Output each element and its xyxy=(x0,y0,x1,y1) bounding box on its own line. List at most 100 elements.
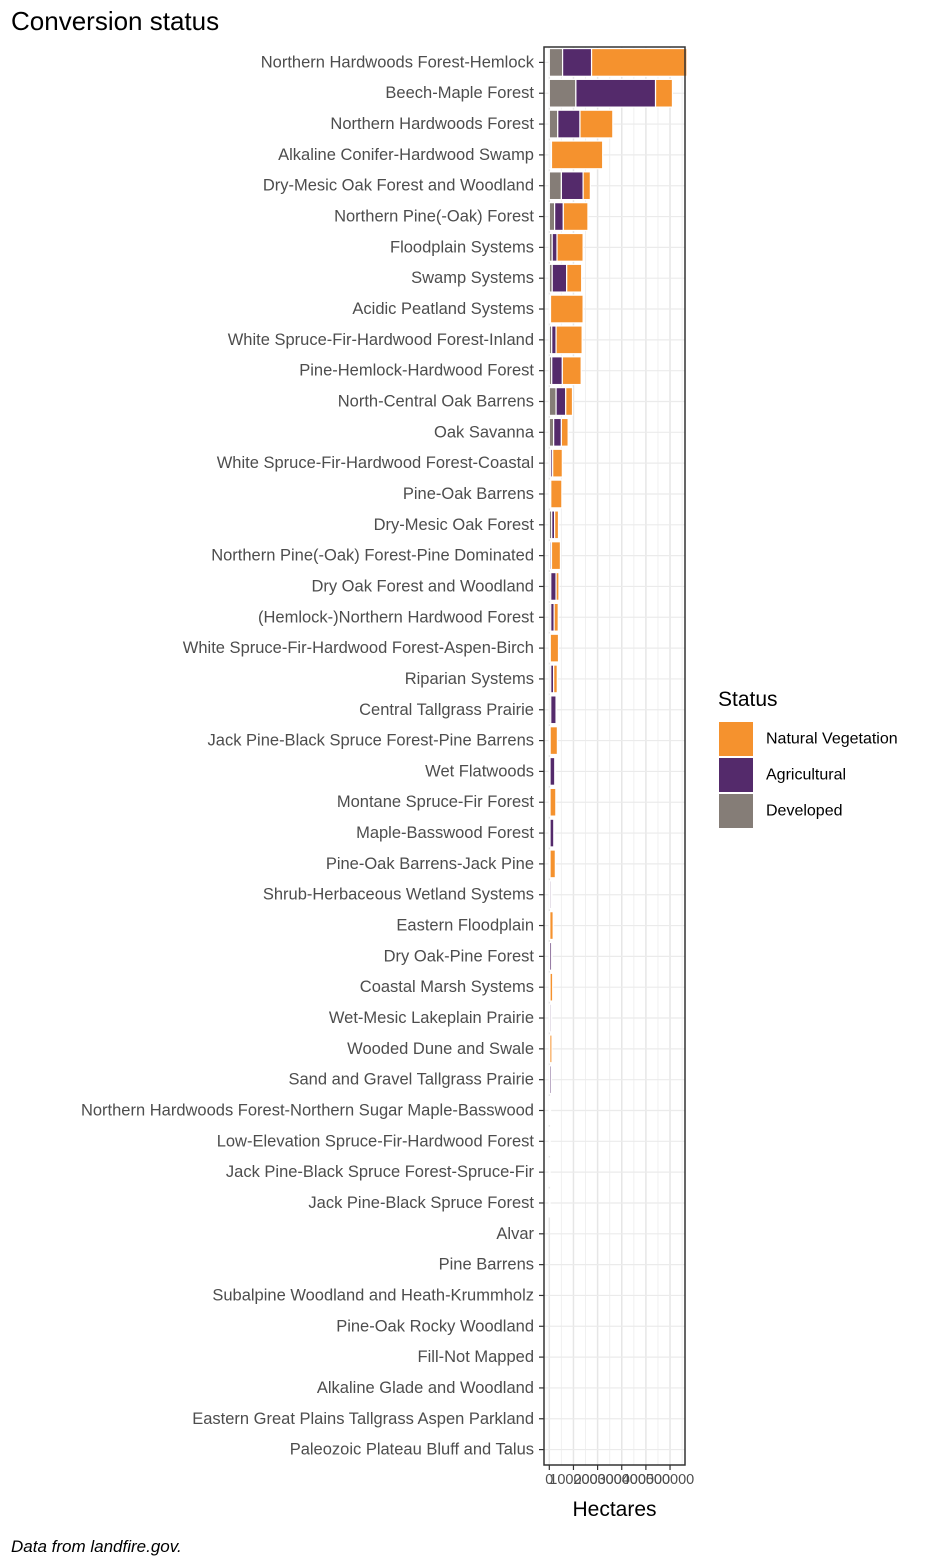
chart-title: Conversion status xyxy=(11,6,220,36)
category-label: Northern Hardwoods Forest-Hemlock xyxy=(261,53,535,71)
category-label: Dry Oak Forest and Woodland xyxy=(311,577,534,595)
bar-segment xyxy=(548,47,564,77)
bar-segment xyxy=(565,387,574,416)
legend: Status Natural Vegetation Agricultural Dev… xyxy=(718,688,898,828)
bar-segment xyxy=(553,602,559,632)
bar-segment xyxy=(549,972,554,1002)
category-label: Wet-Mesic Lakeplain Prairie xyxy=(329,1009,534,1027)
bar-segment xyxy=(550,880,553,910)
category-label: White Spruce-Fir-Hardwood Forest-Coastal xyxy=(217,454,534,472)
bar-segment xyxy=(548,417,555,447)
bar-segment xyxy=(548,1157,551,1187)
x-tick-label: 100000 xyxy=(549,1472,597,1488)
category-labels: Northern Hardwoods Forest-Hemlock Beech-M… xyxy=(81,53,544,1459)
bar-segment xyxy=(549,294,584,324)
bar-segment xyxy=(562,202,589,232)
bar-segment xyxy=(550,541,562,571)
bar-segment xyxy=(549,1034,553,1064)
category-label: Shrub-Herbaceous Wetland Systems xyxy=(263,886,534,904)
category-label: Pine-Oak Barrens-Jack Pine xyxy=(326,855,534,873)
bar-segment xyxy=(548,1126,551,1156)
legend-label: Agricultural xyxy=(766,767,846,784)
bar-segment xyxy=(590,47,688,77)
bar-segment xyxy=(554,756,557,786)
category-label: Alkaline Glade and Woodland xyxy=(317,1379,534,1397)
bar-segment xyxy=(551,325,557,355)
bar-segment xyxy=(561,47,593,77)
category-label: Northern Hardwoods Forest-Northern Sugar… xyxy=(81,1102,534,1120)
bar-segment xyxy=(548,109,559,139)
legend-items: Natural Vegetation Agricultural Developed xyxy=(719,722,898,828)
bar-segment xyxy=(566,263,583,293)
bars xyxy=(548,47,688,1218)
bar-segment xyxy=(551,263,568,293)
legend-label: Natural Vegetation xyxy=(766,731,898,748)
category-label: Acidic Peatland Systems xyxy=(352,300,534,318)
category-label: Sand and Gravel Tallgrass Prairie xyxy=(289,1071,535,1089)
category-label: Jack Pine-Black Spruce Forest-Pine Barre… xyxy=(208,732,534,750)
bar-segment xyxy=(554,202,564,232)
bar-segment xyxy=(549,787,557,817)
category-label: Alvar xyxy=(496,1225,534,1243)
category-label: Fill-Not Mapped xyxy=(418,1348,534,1366)
category-label: Central Tallgrass Prairie xyxy=(359,701,534,719)
legend-swatch xyxy=(719,794,753,828)
bar-segment xyxy=(549,911,554,941)
category-label: Coastal Marsh Systems xyxy=(360,978,534,996)
category-label: Montane Spruce-Fir Forest xyxy=(337,793,535,811)
bar-segment xyxy=(555,325,583,355)
category-label: Floodplain Systems xyxy=(390,238,534,256)
x-tick-label: 300000 xyxy=(598,1472,646,1488)
grid-lines xyxy=(544,47,685,1465)
bar-segment xyxy=(551,232,558,262)
x-tick-label: 200000 xyxy=(573,1472,621,1488)
bar-segment xyxy=(550,571,557,601)
bar-segment xyxy=(549,849,556,879)
bar-segment xyxy=(549,633,560,663)
category-label: Dry-Mesic Oak Forest and Woodland xyxy=(263,177,534,195)
category-label: Swamp Systems xyxy=(411,269,534,287)
bar-segment xyxy=(561,356,582,386)
bar-segment xyxy=(557,109,581,139)
bar-segment xyxy=(548,202,556,232)
category-label: Wet Flatwoods xyxy=(425,762,534,780)
legend-swatch xyxy=(719,722,753,756)
bar-segment xyxy=(548,387,557,416)
category-label: Subalpine Woodland and Heath-Krummholz xyxy=(212,1286,534,1304)
category-label: Dry-Mesic Oak Forest xyxy=(374,516,535,534)
category-label: Northern Hardwoods Forest xyxy=(330,115,534,133)
category-label: Jack Pine-Black Spruce Forest-Spruce-Fir xyxy=(226,1163,535,1181)
category-label: Low-Elevation Spruce-Fir-Hardwood Forest xyxy=(217,1132,535,1150)
category-label: Paleozoic Plateau Bluff and Talus xyxy=(290,1441,534,1459)
legend-label: Developed xyxy=(766,803,843,820)
bar-segment xyxy=(551,356,563,386)
category-label: Pine Barrens xyxy=(439,1256,534,1274)
category-label: Riparian Systems xyxy=(405,670,534,688)
category-label: Jack Pine-Black Spruce Forest xyxy=(308,1194,534,1212)
x-axis-label: Hectares xyxy=(572,1498,656,1521)
bar-segment xyxy=(556,232,584,262)
category-label: Northern Pine(-Oak) Forest xyxy=(334,208,534,226)
category-label: White Spruce-Fir-Hardwood Forest-Inland xyxy=(228,331,534,349)
x-tick-label: 400000 xyxy=(622,1472,670,1488)
category-label: Dry Oak-Pine Forest xyxy=(384,947,535,965)
bar-segment xyxy=(553,664,558,694)
category-label: Alkaline Conifer-Hardwood Swamp xyxy=(278,146,534,164)
category-label: White Spruce-Fir-Hardwood Forest-Aspen-B… xyxy=(183,639,534,657)
bar-segment xyxy=(560,171,584,201)
bar-segment xyxy=(548,1096,552,1125)
category-label: North-Central Oak Barrens xyxy=(338,393,534,411)
bar-segment xyxy=(549,756,556,786)
category-label: Beech-Maple Forest xyxy=(385,84,534,102)
bar-segment xyxy=(548,78,577,108)
category-label: Pine-Oak Barrens xyxy=(403,485,534,503)
bar-segment xyxy=(548,1188,551,1218)
category-label: Eastern Great Plains Tallgrass Aspen Par… xyxy=(192,1410,534,1428)
bar-segment xyxy=(552,448,563,478)
bar-segment xyxy=(548,171,562,201)
bar-segment xyxy=(553,417,562,447)
legend-swatch xyxy=(719,758,753,792)
legend-title: Status xyxy=(718,688,778,711)
